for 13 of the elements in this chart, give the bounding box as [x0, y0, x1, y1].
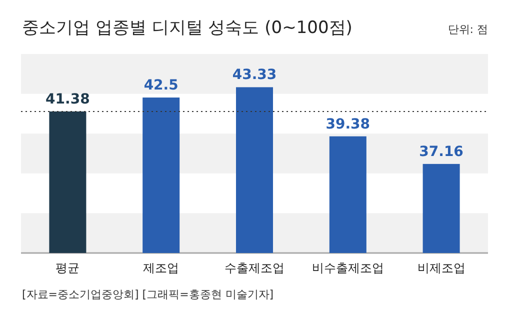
- data-label: 37.16: [419, 144, 464, 160]
- chart-subtitle: 단위: 점: [448, 23, 488, 36]
- data-label: 39.38: [326, 116, 370, 132]
- data-label: 43.33: [232, 67, 277, 84]
- text: [자료=중소기업중앙회] [그래픽=홍종현 미술기자]: [22, 288, 274, 301]
- data-label: 41.38: [46, 91, 90, 108]
- x-tick-label: 비수출제조업: [312, 261, 384, 275]
- chart-title: 중소기업 업종별 디지털 성숙도 (0~100점): [22, 18, 352, 38]
- x-tick-label: 제조업: [143, 261, 180, 275]
- x-tick-label: 수출제조업: [224, 261, 284, 275]
- x-tick-label: 평균: [56, 261, 80, 275]
- x-tick-label: 비제조업: [417, 261, 466, 275]
- data-label: 42.5: [144, 78, 178, 94]
